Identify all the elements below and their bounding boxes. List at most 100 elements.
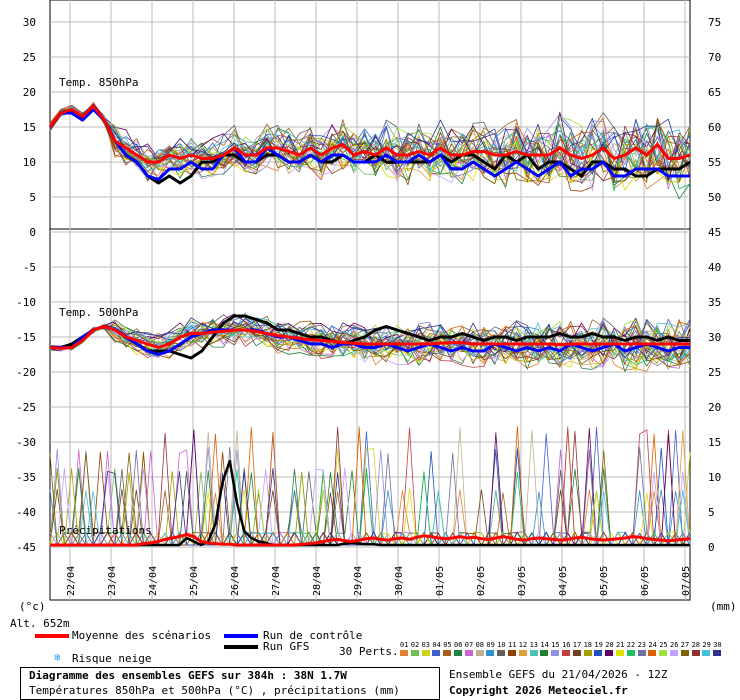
x-tick-label: 02/05 — [476, 566, 487, 596]
x-tick-label: 27/04 — [271, 566, 282, 596]
pert-swatch — [464, 650, 473, 656]
pert-swatch — [702, 650, 711, 656]
perturbation-t850-line — [49, 103, 691, 170]
left-tick-label: -20 — [16, 366, 36, 379]
right-tick-label: 0 — [708, 541, 715, 554]
x-tick-label: 30/04 — [394, 566, 405, 596]
chart-series — [48, 102, 691, 547]
pert-swatch — [594, 650, 603, 656]
right-tick-label: 55 — [708, 156, 721, 169]
left-tick-label: 10 — [23, 156, 36, 169]
pert-number: 17 — [572, 641, 582, 649]
pert-swatch — [443, 650, 452, 656]
pert-number: 18 — [583, 641, 593, 649]
x-tick-label: 25/04 — [189, 566, 200, 596]
snowflake-icon: ❄ — [54, 651, 61, 664]
left-tick-label: 0 — [29, 226, 36, 239]
pert-number: 24 — [648, 641, 657, 649]
pert-number: 27 — [680, 641, 690, 649]
x-tick-label: 26/04 — [230, 566, 241, 596]
right-tick-label: 70 — [708, 51, 721, 64]
right-tick-label: 5 — [708, 506, 715, 519]
pert-swatch — [410, 650, 419, 656]
control-swatch — [224, 634, 258, 638]
perturbation-t850-line — [49, 106, 691, 177]
x-tick-label: 23/04 — [107, 566, 118, 596]
altitude-label: Alt. 652m — [10, 617, 70, 630]
pert-number: 11 — [508, 641, 517, 649]
legend-mean: Moyenne des scénarios — [72, 629, 212, 642]
x-tick-label: 22/04 — [66, 566, 77, 596]
x-tick-label: 05/05 — [599, 566, 610, 596]
control-t850-line — [48, 108, 690, 181]
pert-number: 14 — [540, 641, 549, 649]
x-tick-label: 03/05 — [517, 566, 528, 596]
pert-number: 01 — [400, 641, 409, 649]
mean-precip-line — [50, 533, 691, 547]
x-tick-label: 04/05 — [558, 566, 569, 596]
pert-number: 03 — [421, 641, 431, 649]
pert-swatch — [616, 650, 624, 656]
pert-number: 29 — [702, 641, 711, 649]
pert-swatch — [400, 650, 408, 656]
pert-swatch — [475, 650, 484, 656]
right-tick-label: 30 — [708, 331, 721, 344]
right-tick-label: 10 — [708, 471, 721, 484]
pert-swatch — [486, 650, 495, 656]
pert-number: 12 — [518, 641, 528, 649]
pert-swatch — [680, 650, 689, 656]
pert-swatch — [497, 650, 506, 656]
right-tick-label: 25 — [708, 366, 721, 379]
perturbation-t850-line — [49, 106, 691, 184]
pert-swatch — [713, 650, 722, 656]
control-t500-line — [50, 325, 690, 356]
footer-title: Diagramme des ensembles GEFS sur 384h : … — [29, 669, 347, 682]
left-tick-label: -15 — [16, 331, 36, 344]
footer-copyright: Copyright 2026 Meteociel.fr — [449, 684, 628, 697]
pert-swatch — [583, 650, 592, 656]
x-tick-label: 01/05 — [435, 566, 446, 596]
left-tick-label: -10 — [16, 296, 36, 309]
x-tick-label: 07/05 — [681, 566, 692, 596]
perturbation-t850-line — [49, 109, 691, 174]
right-tick-label: 35 — [708, 296, 721, 309]
pert-swatch — [659, 650, 668, 656]
pert-swatch — [518, 650, 527, 656]
left-tick-label: 5 — [29, 191, 36, 204]
x-tick-label: 06/05 — [640, 566, 651, 596]
pert-number: 22 — [626, 641, 636, 649]
perturbation-t850-line — [49, 105, 691, 173]
pert-swatch — [572, 650, 581, 656]
pert-swatch — [432, 650, 441, 656]
gfs-swatch — [224, 645, 258, 649]
footer-run: Ensemble GEFS du 21/04/2026 - 12Z — [449, 668, 668, 681]
pert-swatch — [551, 650, 560, 656]
mean-t500-line — [49, 325, 690, 350]
pert-swatch — [691, 650, 700, 656]
perturbation-t850-line — [49, 104, 691, 185]
pert-swatch — [421, 650, 430, 656]
left-tick-label: -30 — [16, 436, 36, 449]
x-tick-label: 28/04 — [312, 566, 323, 596]
right-tick-label: 75 — [708, 16, 721, 29]
pert-swatch — [540, 650, 549, 656]
pert-number: 15 — [551, 641, 560, 649]
left-tick-label: 25 — [23, 51, 36, 64]
x-tick-label: 29/04 — [353, 566, 364, 596]
gfs-t500-line — [50, 314, 690, 360]
mean-swatch — [35, 634, 69, 638]
pert-number: 23 — [637, 641, 647, 649]
mean-t850-line — [48, 104, 691, 164]
pert-swatch — [508, 650, 516, 656]
pert-number: 09 — [486, 641, 495, 649]
left-tick-label: -5 — [23, 261, 36, 274]
pert-swatch — [605, 650, 614, 656]
right-tick-label: 50 — [708, 191, 721, 204]
pert-swatch — [670, 650, 678, 656]
pert-number: 28 — [691, 641, 701, 649]
pert-swatch — [626, 650, 635, 656]
pert-swatch — [637, 650, 646, 656]
right-tick-label: 60 — [708, 121, 721, 134]
perturbation-t500-line — [49, 313, 691, 360]
